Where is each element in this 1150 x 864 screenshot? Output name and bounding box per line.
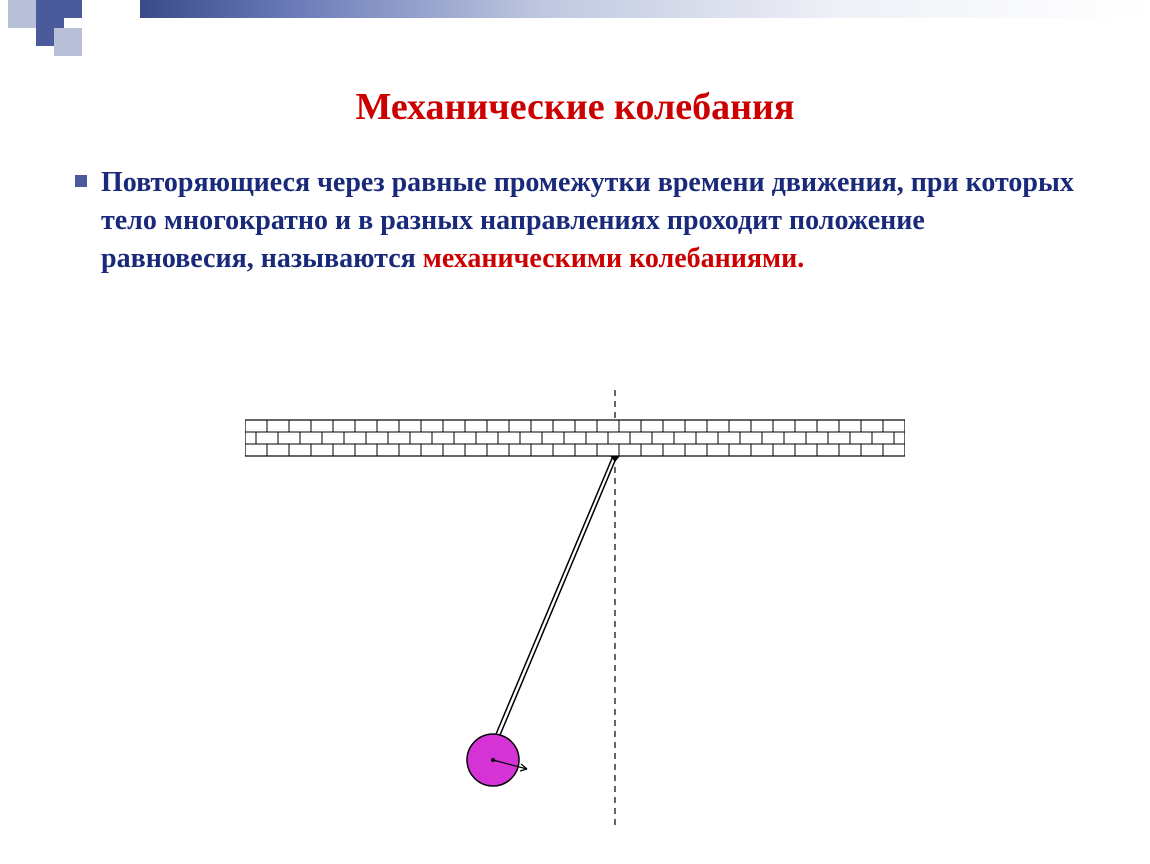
slide-title: Механические колебания [75, 85, 1075, 129]
definition-block: Повторяющиеся через равные промежутки вр… [75, 164, 1075, 277]
deco-square-5 [54, 28, 82, 56]
slide-decoration [0, 0, 1150, 50]
pendulum-diagram [245, 390, 905, 830]
deco-square-2 [36, 0, 64, 28]
pendulum-svg [245, 390, 905, 830]
deco-square-3 [64, 0, 82, 18]
pendulum-rod [491, 456, 620, 747]
ceiling-wall [245, 420, 905, 456]
deco-square-1 [8, 0, 36, 28]
slide-content: Механические колебания Повторяющиеся чер… [0, 85, 1150, 317]
bullet-icon [75, 175, 87, 187]
definition-text: Повторяющиеся через равные промежутки вр… [101, 164, 1075, 277]
corner-squares [0, 0, 150, 60]
gradient-bar [140, 0, 1150, 18]
deco-square-4 [36, 28, 54, 46]
definition-highlight: механическими колебаниями. [423, 243, 804, 274]
